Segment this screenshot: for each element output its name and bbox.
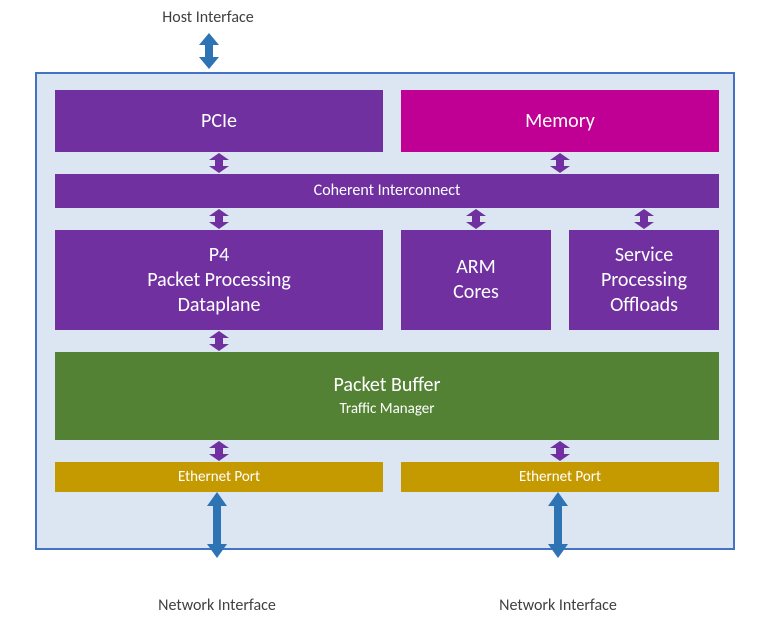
net-right-arrow: [546, 492, 570, 558]
p4-label-2: Packet Processing: [147, 268, 291, 293]
memory-block: Memory: [401, 90, 719, 152]
eth-right-block: Ethernet Port: [401, 462, 719, 492]
interconnect-block: Coherent Interconnect: [55, 174, 719, 208]
arm-label-1: ARM: [456, 255, 496, 280]
chip-container: PCIe Memory Coherent Interconnect P4 Pac…: [35, 72, 735, 550]
svc-label-2: Processing: [601, 268, 687, 293]
buffer-ethl-arrow: [207, 441, 231, 461]
memory-label: Memory: [525, 109, 595, 134]
pcie-block: PCIe: [55, 90, 383, 152]
svc-block: Service Processing Offloads: [569, 230, 719, 330]
pcie-interconnect-arrow: [207, 153, 231, 173]
net-right-text: Network Interface: [499, 596, 617, 615]
svc-label-1: Service: [615, 243, 673, 268]
buffer-block: Packet Buffer Traffic Manager: [55, 352, 719, 440]
arm-block: ARM Cores: [401, 230, 551, 330]
net-left-text: Network Interface: [158, 596, 276, 615]
arm-label-2: Cores: [453, 280, 499, 305]
buffer-label-2: Traffic Manager: [340, 400, 435, 419]
eth-left-label: Ethernet Port: [178, 468, 260, 487]
buffer-label-1: Packet Buffer: [334, 373, 441, 398]
p4-label-3: Dataplane: [178, 293, 261, 318]
p4-buffer-arrow: [207, 331, 231, 351]
buffer-ethr-arrow: [548, 441, 572, 461]
memory-interconnect-arrow: [548, 153, 572, 173]
svc-interconnect-arrow: [632, 209, 656, 229]
interconnect-label: Coherent Interconnect: [314, 181, 461, 201]
p4-interconnect-arrow: [207, 209, 231, 229]
eth-right-label: Ethernet Port: [519, 468, 601, 487]
host-arrow: [197, 33, 221, 69]
p4-label-1: P4: [209, 243, 229, 268]
eth-left-block: Ethernet Port: [55, 462, 383, 492]
arm-interconnect-arrow: [464, 209, 488, 229]
host-label-text: Host Interface: [162, 8, 253, 27]
net-right-label: Network Interface: [468, 596, 648, 615]
host-interface-label: Host Interface: [118, 8, 298, 27]
svc-label-3: Offloads: [610, 293, 678, 318]
p4-block: P4 Packet Processing Dataplane: [55, 230, 383, 330]
net-left-label: Network Interface: [127, 596, 307, 615]
pcie-label: PCIe: [201, 109, 237, 134]
net-left-arrow: [205, 492, 229, 558]
